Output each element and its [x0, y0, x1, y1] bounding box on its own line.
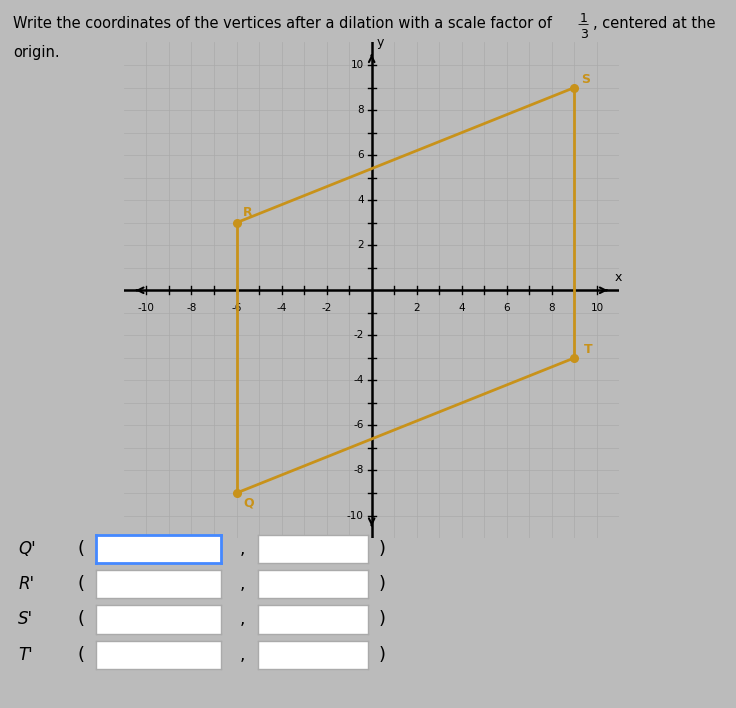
Text: origin.: origin.	[13, 45, 60, 60]
Text: -8: -8	[186, 303, 197, 313]
Text: ): )	[379, 646, 386, 664]
Text: 3: 3	[580, 28, 588, 40]
Text: R': R'	[18, 575, 35, 593]
Text: 8: 8	[548, 303, 555, 313]
Text: (: (	[77, 539, 85, 558]
Text: T': T'	[18, 646, 33, 664]
Text: 10: 10	[590, 303, 604, 313]
Text: Q: Q	[244, 496, 254, 510]
Text: -8: -8	[353, 465, 364, 476]
Text: 6: 6	[357, 150, 364, 160]
Text: -4: -4	[277, 303, 287, 313]
Text: 8: 8	[357, 105, 364, 115]
Text: ): )	[379, 539, 386, 558]
Text: 4: 4	[357, 195, 364, 205]
Text: Write the coordinates of the vertices after a dilation with a scale factor of: Write the coordinates of the vertices af…	[13, 16, 556, 30]
Text: -6: -6	[353, 421, 364, 430]
Text: -4: -4	[353, 375, 364, 385]
Text: 10: 10	[350, 60, 364, 70]
Text: S': S'	[18, 610, 34, 629]
Text: 4: 4	[459, 303, 465, 313]
Text: (: (	[77, 646, 85, 664]
Text: ,: ,	[239, 610, 244, 629]
Text: y: y	[376, 36, 383, 50]
Text: -10: -10	[138, 303, 155, 313]
Text: ): )	[379, 610, 386, 629]
Text: -2: -2	[322, 303, 332, 313]
Text: -6: -6	[231, 303, 241, 313]
Text: -10: -10	[347, 510, 364, 520]
Text: —: —	[578, 19, 589, 29]
Text: ,: ,	[239, 646, 244, 664]
Text: Q': Q'	[18, 539, 36, 558]
Text: (: (	[77, 575, 85, 593]
Text: ,: ,	[239, 539, 244, 558]
Text: 6: 6	[503, 303, 510, 313]
Text: x: x	[615, 270, 623, 283]
Text: ): )	[379, 575, 386, 593]
Text: T: T	[584, 343, 592, 356]
Text: R: R	[244, 206, 253, 219]
Text: ,: ,	[239, 575, 244, 593]
Text: 1: 1	[580, 12, 588, 25]
Text: (: (	[77, 610, 85, 629]
Text: S: S	[581, 73, 590, 86]
Text: , centered at the: , centered at the	[593, 16, 715, 30]
Text: -2: -2	[353, 331, 364, 341]
Text: 2: 2	[414, 303, 420, 313]
Text: 2: 2	[357, 240, 364, 250]
